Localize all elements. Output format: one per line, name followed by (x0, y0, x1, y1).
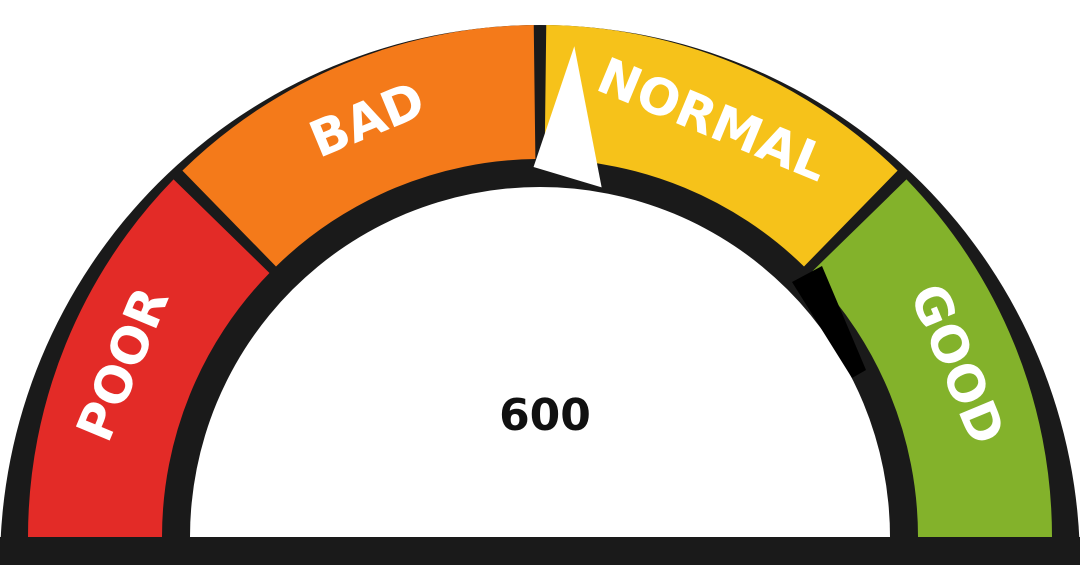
gauge-needle (533, 46, 602, 188)
gauge-boundary-accent (792, 266, 866, 378)
gauge-value: 600 (499, 390, 591, 441)
gauge-base-bar (0, 537, 1080, 565)
gauge-segments (28, 25, 1052, 537)
gauge-segment-poor (28, 179, 270, 537)
gauge-segment-bad (182, 25, 536, 267)
gauge-segment-normal (544, 25, 898, 267)
gauge-segment-good (810, 179, 1052, 537)
gauge-face (190, 187, 890, 537)
